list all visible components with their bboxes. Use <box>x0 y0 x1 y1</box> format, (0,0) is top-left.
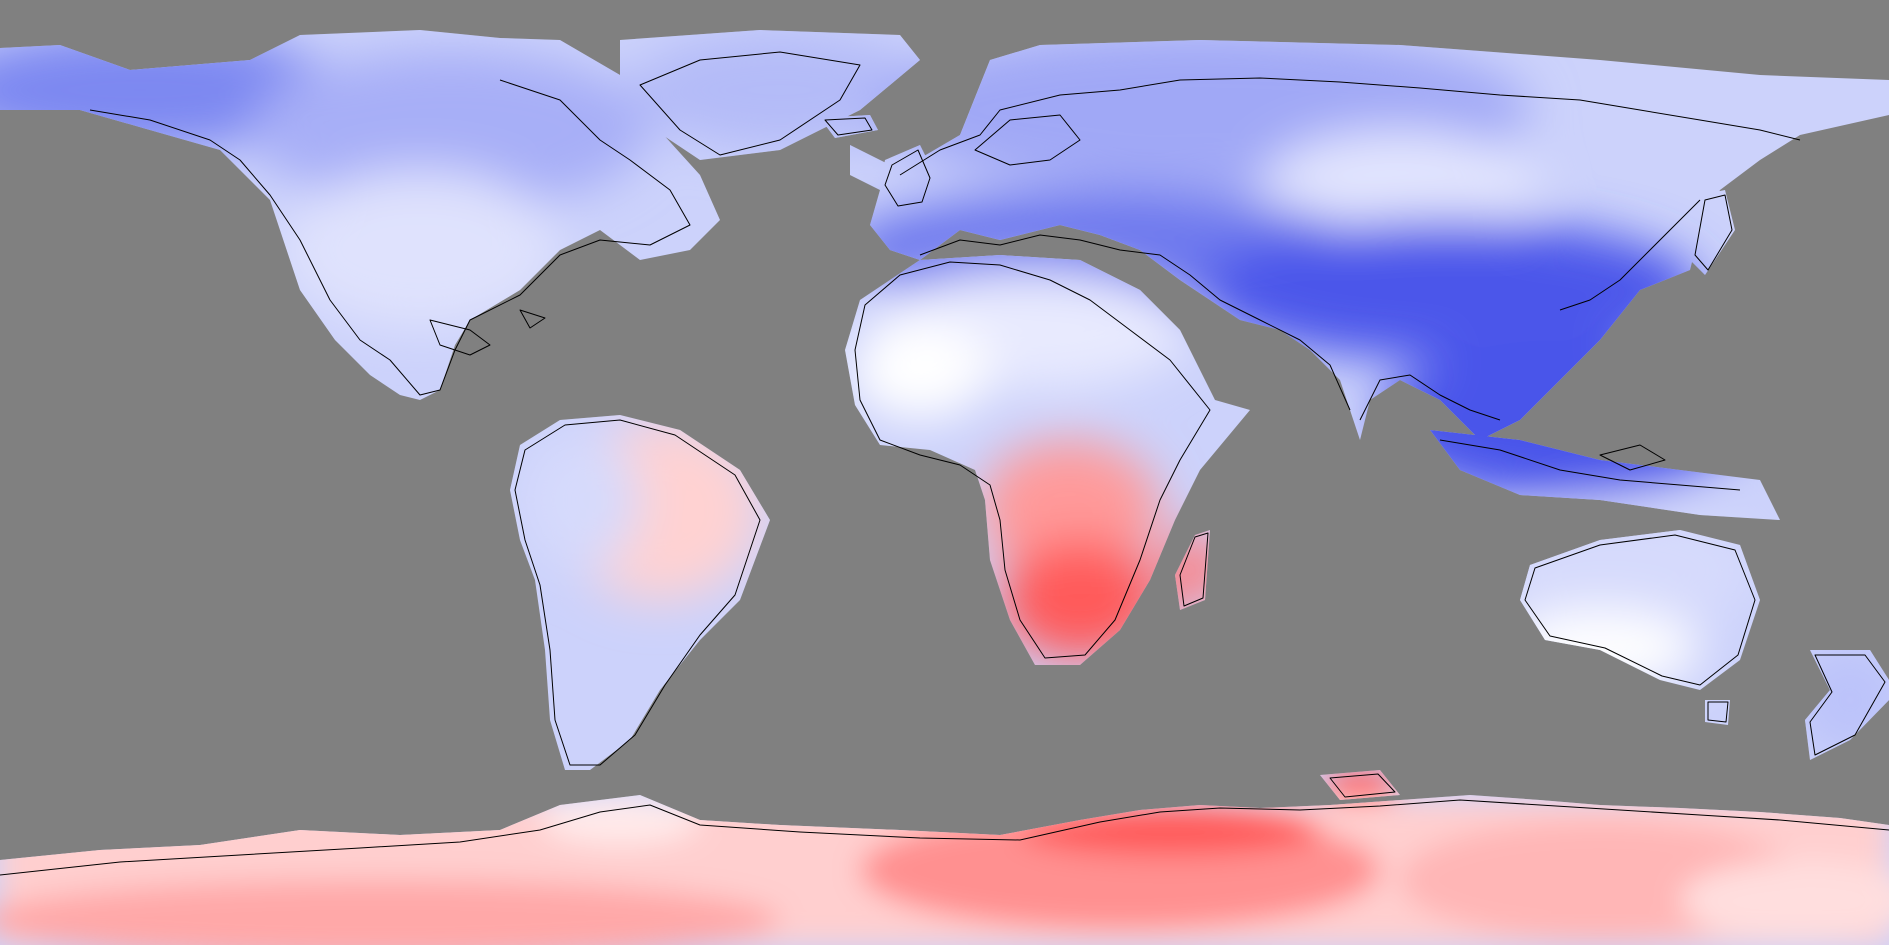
coastlines <box>0 51 1889 876</box>
